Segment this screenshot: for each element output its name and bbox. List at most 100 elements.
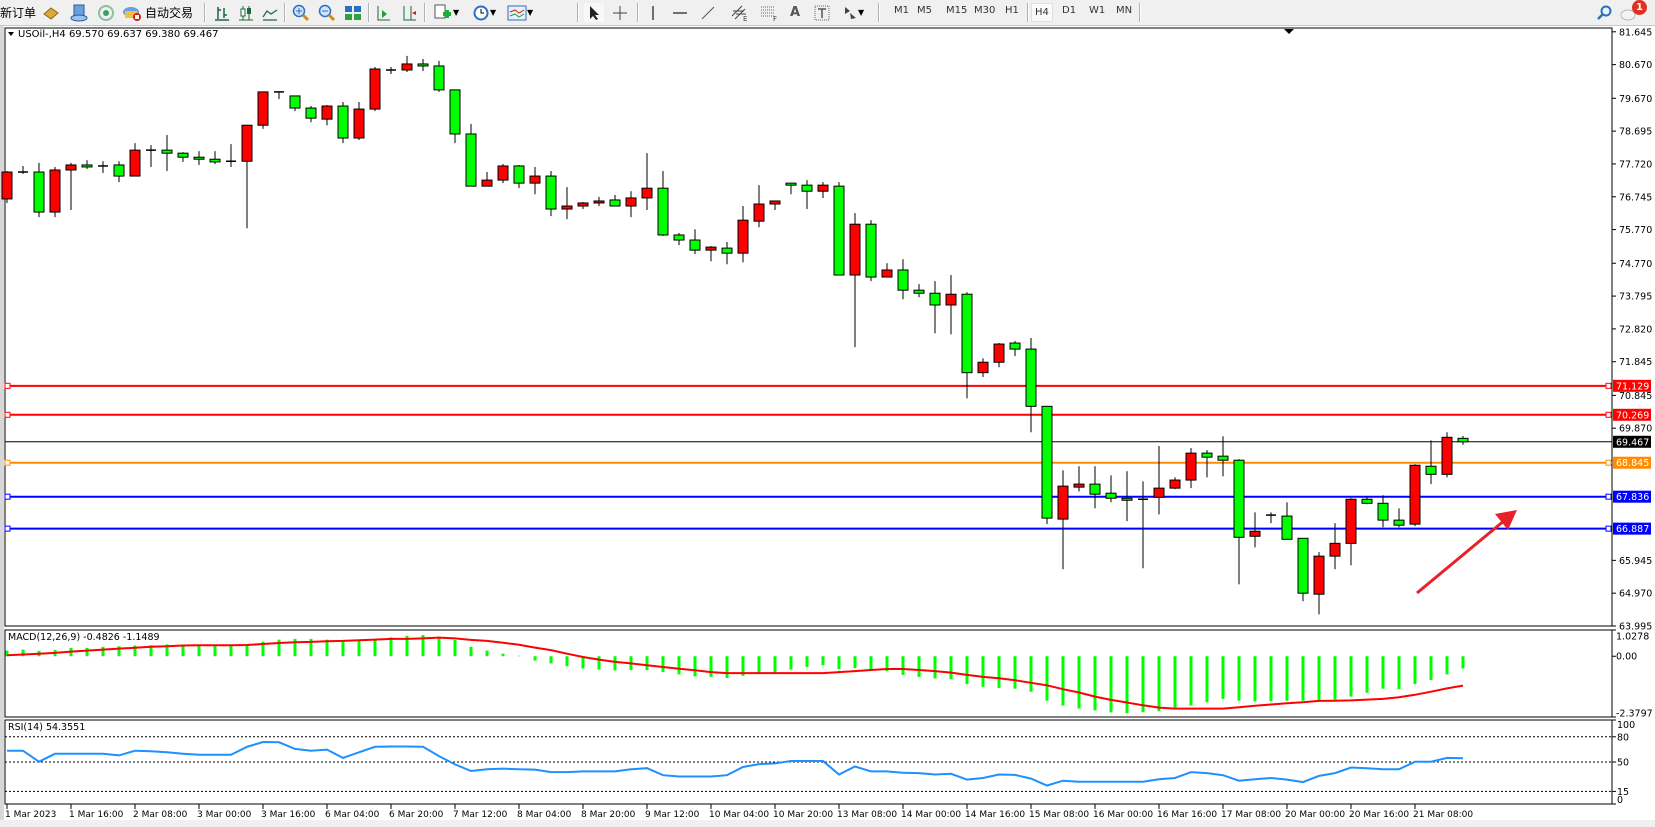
chart-shift-marker-icon[interactable]: [1284, 29, 1294, 34]
search-icon[interactable]: [1596, 3, 1612, 22]
text-label-icon[interactable]: [814, 3, 830, 22]
price-tick-label: 74.770: [1619, 259, 1652, 270]
line-anchor-handle[interactable]: [4, 411, 11, 418]
auto-trading-button[interactable]: 自动交易: [122, 3, 193, 22]
candle: [1345, 498, 1357, 566]
zoom-in-icon[interactable]: [292, 3, 310, 22]
line-anchor-handle[interactable]: [1605, 525, 1612, 532]
line-anchor-handle[interactable]: [1605, 382, 1612, 389]
line-anchor-handle[interactable]: [4, 493, 11, 500]
candle-body: [401, 63, 413, 71]
line-anchor-handle[interactable]: [4, 459, 11, 466]
horizontal-lines: 69.467 71.129 70.269 68.845 67.836 66.887: [4, 379, 1651, 535]
candle: [1393, 508, 1405, 528]
text-icon[interactable]: A: [790, 5, 801, 20]
candle-body: [353, 108, 365, 139]
toolbar-separator: [577, 3, 579, 22]
candle: [289, 95, 301, 112]
fibonacci-icon[interactable]: F: [760, 3, 780, 22]
candle-body: [721, 247, 733, 254]
zoom-out-icon[interactable]: [318, 3, 336, 22]
line-anchor-handle[interactable]: [1605, 459, 1612, 466]
bar-chart-icon[interactable]: [214, 3, 230, 22]
signals-icon[interactable]: [97, 3, 115, 22]
cursor-icon[interactable]: [584, 3, 604, 22]
candle: [753, 185, 765, 228]
candle-body: [193, 156, 205, 160]
timeframe-m1[interactable]: M1: [894, 5, 909, 16]
candlestick-icon[interactable]: [238, 3, 254, 22]
candle: [1329, 523, 1341, 570]
candle: [641, 153, 653, 211]
main-price-window[interactable]: [4, 27, 1613, 627]
templates-icon[interactable]: ▼: [507, 3, 533, 22]
chart-shift-icon[interactable]: [401, 3, 417, 22]
line-price-label-box: [1613, 408, 1651, 421]
price-tick-label: 77.720: [1619, 159, 1652, 170]
line-anchor-handle[interactable]: [4, 525, 11, 532]
candle: [369, 66, 381, 112]
timeframe-h1[interactable]: H1: [1005, 5, 1019, 16]
timeframe-d1[interactable]: D1: [1062, 5, 1077, 16]
navigator-icon[interactable]: [70, 3, 88, 22]
timeframe-w1[interactable]: W1: [1089, 5, 1106, 16]
line-anchor-handle[interactable]: [4, 382, 11, 389]
time-label: 10 Mar 04:00: [709, 810, 769, 820]
vertical-line-icon[interactable]: [648, 3, 658, 22]
price-tick-label: 76.745: [1619, 192, 1652, 203]
trendline-icon[interactable]: [700, 3, 716, 22]
rsi-axis-label: 100: [1617, 720, 1635, 731]
candle: [209, 151, 221, 164]
price-tick-label: 69.870: [1619, 424, 1652, 435]
autoscroll-icon[interactable]: [375, 3, 391, 22]
candle-body: [753, 203, 765, 222]
equidistant-channel-icon[interactable]: E: [730, 3, 750, 22]
time-label: 10 Mar 20:00: [773, 810, 833, 820]
candle: [1249, 512, 1261, 548]
candle-body: [305, 107, 317, 119]
horizontal-line-icon[interactable]: [672, 3, 688, 22]
time-label: 14 Mar 00:00: [901, 810, 961, 820]
market-watch-icon[interactable]: [42, 3, 60, 22]
candle: [337, 101, 349, 144]
candle: [897, 259, 909, 300]
candle: [81, 160, 93, 169]
annotation-arrow[interactable]: [1416, 510, 1517, 595]
line-anchor-handle[interactable]: [1605, 411, 1612, 418]
candle: [561, 187, 573, 220]
time-label: 14 Mar 16:00: [965, 810, 1025, 820]
new-order-button[interactable]: 新订单: [0, 6, 37, 20]
tile-windows-icon[interactable]: [344, 3, 362, 22]
line-anchor-handle[interactable]: [1605, 493, 1612, 500]
time-label: 8 Mar 20:00: [581, 810, 636, 820]
timeframe-mn[interactable]: MN: [1116, 5, 1133, 16]
candle: [1266, 512, 1276, 524]
candle: [513, 164, 525, 189]
candle: [33, 162, 45, 218]
candle-body: [465, 133, 477, 187]
candle-body: [257, 91, 269, 126]
candle-body: [1441, 436, 1453, 475]
timeframe-m30[interactable]: M30: [974, 5, 996, 16]
arrows-icon[interactable]: ▼: [842, 3, 864, 22]
line-chart-icon[interactable]: [262, 3, 278, 22]
candle: [465, 123, 477, 187]
notification-icon[interactable]: [1620, 3, 1638, 22]
macd-window[interactable]: [4, 629, 1613, 718]
candle: [961, 292, 973, 399]
candle-body: [545, 175, 557, 210]
crosshair-icon[interactable]: [612, 3, 628, 22]
price-tick-label: 81.645: [1619, 27, 1652, 38]
chart-window[interactable]: USOil-,H4 69.570 69.637 69.380 69.467 81…: [0, 26, 1655, 827]
periods-icon[interactable]: ▼: [472, 3, 496, 22]
candle-body: [1361, 498, 1373, 504]
timeframe-m15[interactable]: M15: [946, 5, 968, 16]
candle-body: [1313, 555, 1325, 595]
candle-body: [945, 293, 957, 306]
indicators-icon[interactable]: ▼: [433, 3, 459, 22]
collapse-triangle-icon[interactable]: [8, 32, 14, 36]
timeframe-m5[interactable]: M5: [917, 5, 932, 16]
price-tick-label: 72.820: [1619, 324, 1652, 335]
timeframe-h4[interactable]: H4: [1031, 3, 1053, 22]
candle-body: [769, 200, 781, 205]
